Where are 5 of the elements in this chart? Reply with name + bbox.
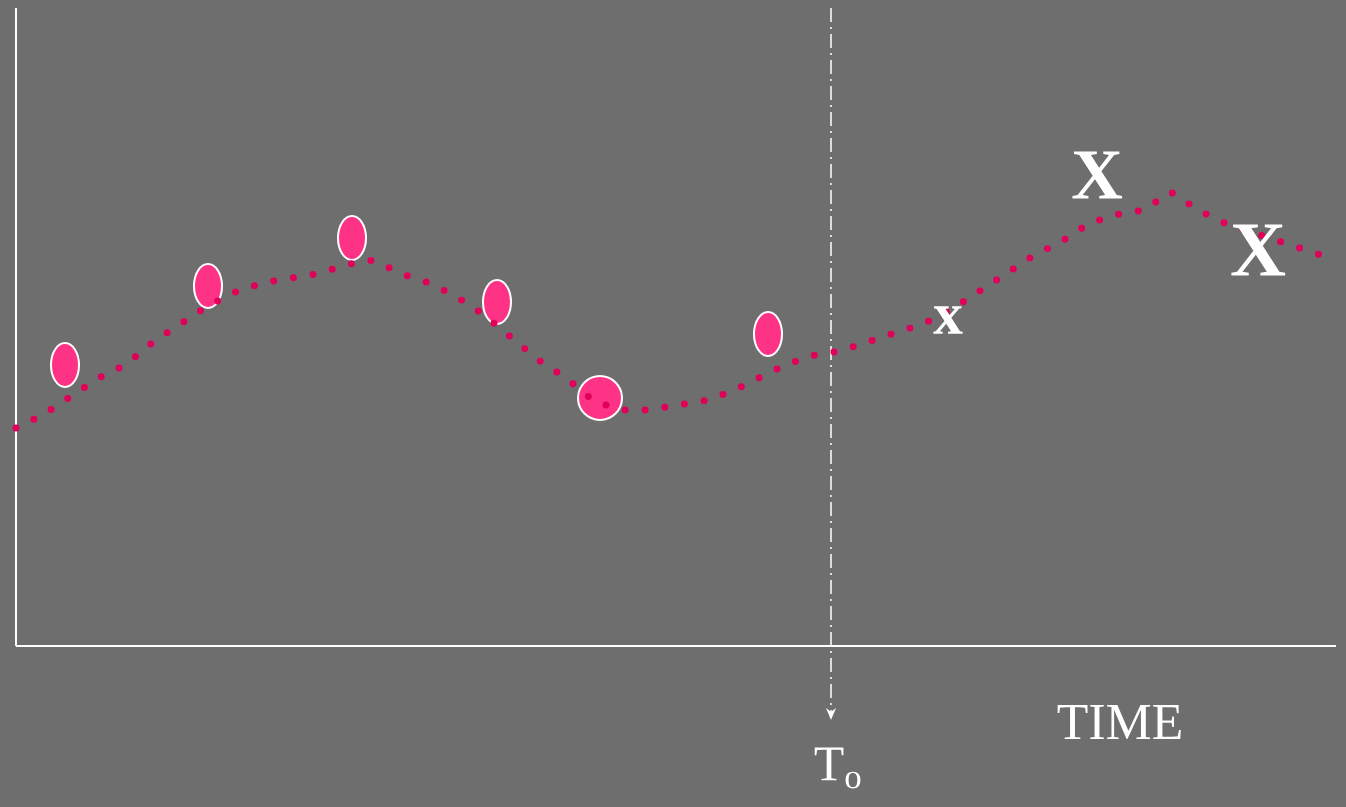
annotation: X — [1231, 224, 1286, 276]
x-axis-title: TIME — [1057, 705, 1181, 739]
annotation: X — [1072, 151, 1123, 199]
text: T$_{o}$ — [814, 747, 861, 789]
annotation: x — [933, 306, 963, 334]
